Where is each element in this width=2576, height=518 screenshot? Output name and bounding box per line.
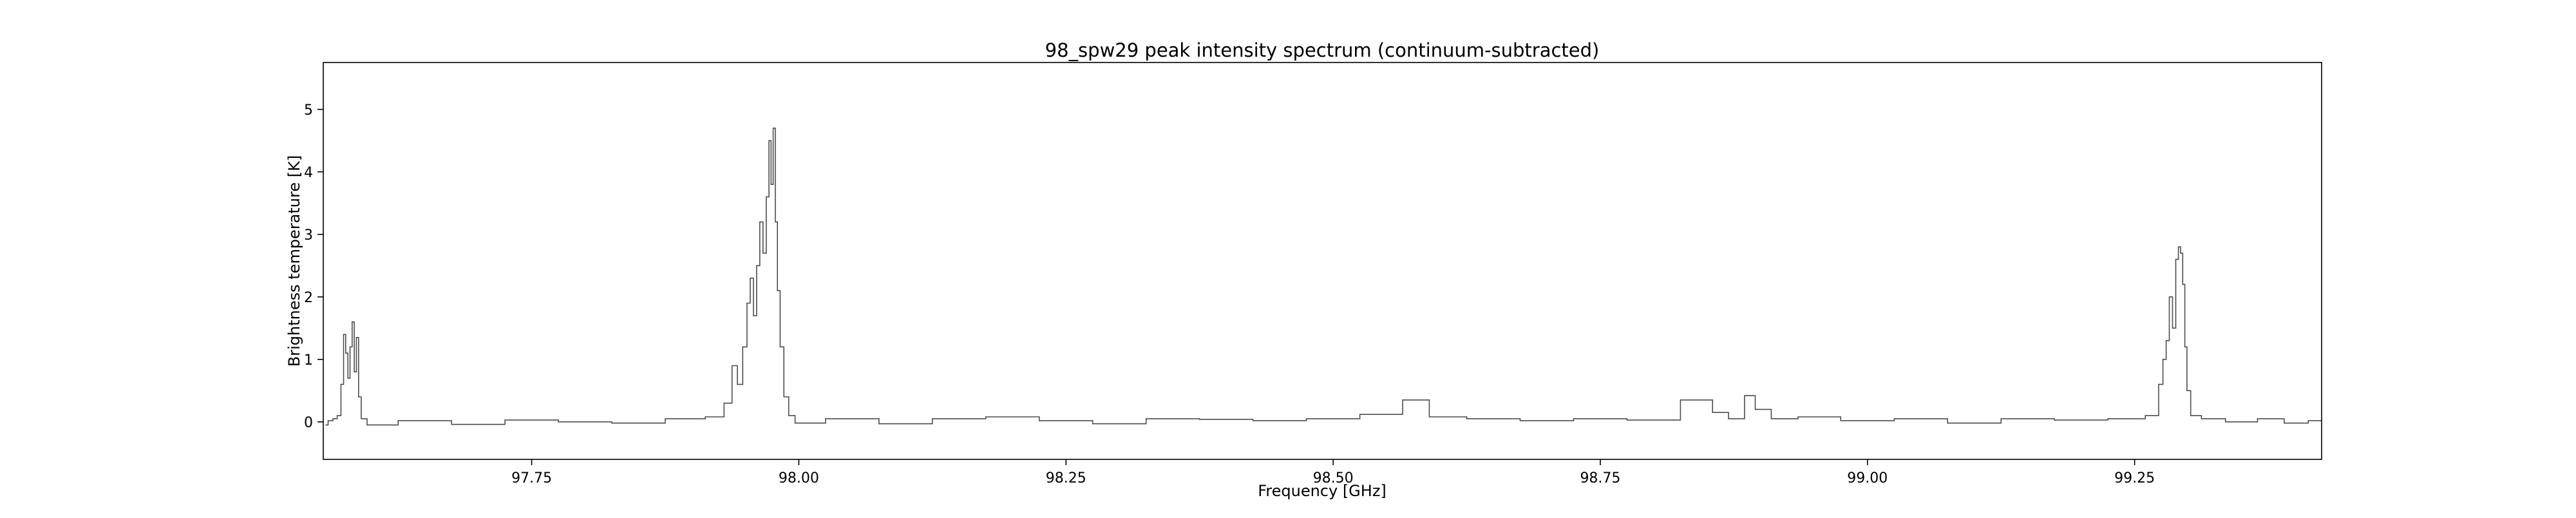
- y-tick-label: 3: [304, 227, 313, 244]
- y-tick-label: 5: [304, 102, 313, 119]
- x-tick-label: 98.50: [1313, 470, 1354, 486]
- x-tick-label: 98.25: [1046, 470, 1086, 486]
- plot-frame: [323, 62, 2322, 460]
- chart-title: 98_spw29 peak intensity spectrum (contin…: [1045, 39, 1600, 61]
- spectrum-line-0: [325, 128, 2322, 426]
- y-axis-ticks: 0 1 2 3 4 5: [304, 102, 323, 431]
- y-tick-label: 1: [304, 352, 313, 369]
- x-axis-ticks: 97.75 98.00 98.25 98.50 98.75 99.00 99.25: [511, 459, 2155, 486]
- y-axis-label: Brightness temperature [K]: [285, 155, 303, 367]
- y-tick-label: 0: [304, 415, 313, 431]
- x-tick-label: 98.00: [779, 470, 819, 486]
- x-tick-label: 99.25: [2114, 470, 2155, 486]
- x-tick-label: 97.75: [511, 470, 552, 486]
- y-tick-label: 2: [304, 290, 313, 306]
- y-tick-label: 4: [304, 165, 313, 181]
- x-tick-label: 99.00: [1847, 470, 1888, 486]
- x-axis-label: Frequency [GHz]: [1258, 482, 1387, 500]
- spectrum-series: [325, 128, 2322, 426]
- x-tick-label: 98.75: [1580, 470, 1620, 486]
